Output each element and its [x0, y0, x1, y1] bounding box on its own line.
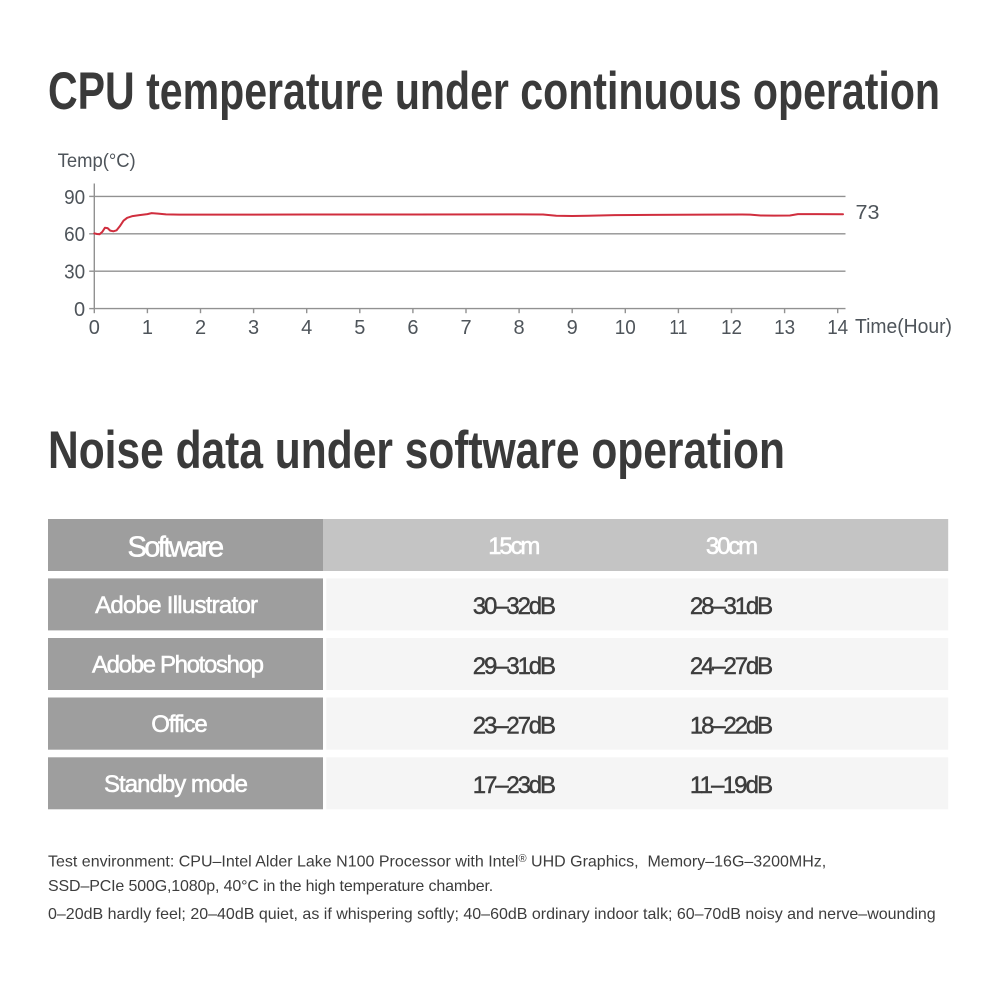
svg-text:Standby mode: Standby mode [104, 771, 248, 798]
svg-text:Noise data under software oper: Noise data under software operation [48, 421, 785, 480]
svg-text:30cm: 30cm [706, 533, 758, 560]
svg-text:18–22dB: 18–22dB [690, 712, 773, 739]
svg-text:15cm: 15cm [488, 533, 540, 560]
svg-text:30: 30 [64, 262, 85, 284]
svg-text:0: 0 [74, 299, 85, 321]
svg-text:28–31dB: 28–31dB [690, 593, 773, 620]
svg-text:24–27dB: 24–27dB [690, 653, 773, 680]
svg-text:60: 60 [64, 224, 85, 246]
svg-text:14: 14 [827, 317, 848, 339]
svg-text:CPU temperature under continuo: CPU temperature under continuous operati… [48, 62, 940, 121]
svg-text:23–27dB: 23–27dB [473, 712, 556, 739]
svg-text:2: 2 [195, 317, 206, 339]
svg-text:Software: Software [128, 532, 225, 564]
svg-text:90: 90 [64, 187, 85, 209]
svg-text:73: 73 [856, 202, 880, 224]
svg-text:0: 0 [89, 317, 100, 339]
svg-text:5: 5 [354, 317, 365, 339]
svg-text:6: 6 [407, 317, 418, 339]
svg-text:4: 4 [301, 317, 312, 339]
svg-text:9: 9 [567, 317, 578, 339]
svg-text:Adobe Photoshop: Adobe Photoshop [92, 652, 264, 679]
svg-text:17–23dB: 17–23dB [473, 772, 556, 799]
svg-text:Adobe Illustrator: Adobe Illustrator [95, 592, 258, 619]
svg-text:12: 12 [721, 317, 742, 339]
svg-text:1: 1 [142, 317, 153, 339]
svg-text:Time(Hour): Time(Hour) [855, 316, 952, 338]
svg-text:10: 10 [615, 317, 636, 339]
svg-text:13: 13 [774, 317, 795, 339]
svg-text:29–31dB: 29–31dB [473, 653, 556, 680]
svg-text:7: 7 [460, 317, 471, 339]
svg-text:30–32dB: 30–32dB [473, 593, 556, 620]
svg-text:Temp(°C): Temp(°C) [58, 151, 136, 172]
svg-text:11–19dB: 11–19dB [690, 772, 773, 799]
svg-text:3: 3 [248, 317, 259, 339]
svg-text:11: 11 [669, 317, 687, 339]
svg-text:8: 8 [514, 317, 525, 339]
svg-text:Office: Office [151, 711, 208, 738]
